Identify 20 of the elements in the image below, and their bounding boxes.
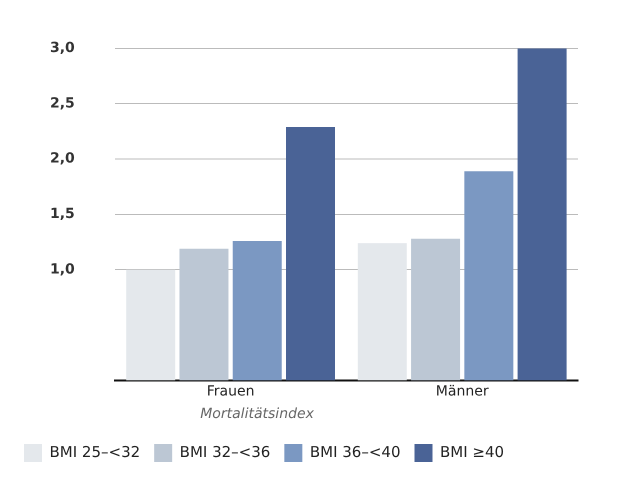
x-tick-label: Männer bbox=[436, 383, 489, 400]
bar bbox=[358, 243, 407, 380]
bar bbox=[518, 48, 567, 380]
y-tick-label: 2,5 bbox=[50, 95, 75, 112]
legend-label: BMI 25–<32 bbox=[50, 442, 140, 461]
bar bbox=[126, 270, 176, 380]
y-tick-label: 1,0 bbox=[50, 261, 76, 278]
y-tick-label: 1,5 bbox=[50, 206, 75, 222]
y-tick-label: 2,0 bbox=[50, 150, 76, 167]
bar bbox=[411, 238, 460, 380]
legend-label: BMI ≥40 bbox=[440, 442, 504, 461]
bar bbox=[464, 171, 514, 380]
y-tick-label: 3,0 bbox=[50, 40, 76, 56]
x-tick-label: Frauen bbox=[206, 383, 254, 400]
legend-title: Mortalitätsindex bbox=[200, 406, 315, 422]
legend-label: BMI 36–<40 bbox=[310, 442, 401, 461]
bar bbox=[179, 248, 228, 380]
bar bbox=[232, 240, 282, 380]
bar bbox=[286, 126, 336, 380]
legend-label: BMI 32–<36 bbox=[180, 442, 270, 461]
